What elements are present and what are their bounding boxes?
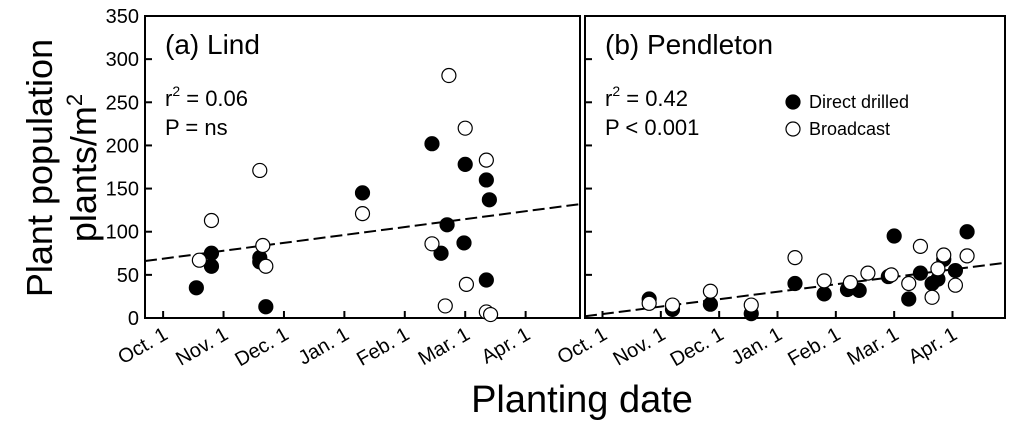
data-point-broadcast xyxy=(924,289,940,305)
data-point-broadcast xyxy=(936,247,952,263)
data-point-direct-drilled xyxy=(188,280,204,296)
x-tick-label: Apr. 1 xyxy=(905,323,961,368)
y-tick-label: 100 xyxy=(106,222,139,244)
y-tick-label: 200 xyxy=(106,135,139,157)
x-tick-label: Feb. 1 xyxy=(784,323,844,370)
data-point-broadcast xyxy=(441,67,457,84)
data-point-direct-drilled xyxy=(912,265,929,281)
x-axis-label: Planting date xyxy=(471,379,693,421)
x-tick-label: Mar. 1 xyxy=(844,323,903,370)
data-point-broadcast xyxy=(930,261,946,277)
y-tick-label: 150 xyxy=(106,179,139,201)
data-point-broadcast xyxy=(478,152,494,168)
data-point-broadcast xyxy=(191,252,207,268)
x-tick-label: Dec. 1 xyxy=(667,323,728,371)
data-point-broadcast xyxy=(912,238,929,254)
data-point-direct-drilled xyxy=(354,185,371,201)
legend-marker-broadcast xyxy=(785,121,801,137)
y-tick-label: 300 xyxy=(106,49,139,71)
data-point-broadcast xyxy=(816,273,832,289)
data-point-direct-drilled xyxy=(478,172,494,188)
data-point-direct-drilled xyxy=(816,286,832,302)
data-point-broadcast xyxy=(437,298,453,314)
data-point-broadcast xyxy=(457,120,473,136)
data-point-direct-drilled xyxy=(457,156,473,173)
data-point-direct-drilled xyxy=(424,136,440,152)
x-tick-label: Nov. 1 xyxy=(610,323,670,370)
data-point-broadcast xyxy=(641,295,657,311)
data-point-broadcast xyxy=(787,250,803,266)
r-squared-stat: r2 = 0.42 xyxy=(605,83,688,111)
data-point-broadcast xyxy=(255,237,271,254)
y-tick-label: 50 xyxy=(117,265,139,287)
data-point-direct-drilled xyxy=(203,245,220,261)
panel-title: (a) Lind xyxy=(165,29,260,60)
data-point-broadcast xyxy=(664,297,681,313)
data-point-direct-drilled xyxy=(481,192,497,208)
x-tick-label: Mar. 1 xyxy=(415,323,474,370)
p-value-stat: P < 0.001 xyxy=(605,115,699,140)
x-tick-label: Apr. 1 xyxy=(478,323,534,368)
data-point-direct-drilled xyxy=(787,275,803,292)
data-point-broadcast xyxy=(424,236,440,252)
x-tick-label: Jan. 1 xyxy=(728,323,786,369)
data-point-broadcast xyxy=(860,265,876,281)
data-point-broadcast xyxy=(842,275,859,291)
data-point-direct-drilled xyxy=(433,245,449,261)
data-point-direct-drilled xyxy=(702,296,719,312)
data-point-direct-drilled xyxy=(959,224,975,240)
x-tick-label: Feb. 1 xyxy=(353,323,413,370)
data-point-broadcast xyxy=(702,283,719,299)
y-axis-label-line1: Plant population xyxy=(19,39,60,297)
p-value-stat: P = ns xyxy=(165,115,228,140)
plot-frame xyxy=(584,15,1006,319)
data-point-broadcast xyxy=(947,277,964,293)
r-squared-stat: r2 = 0.06 xyxy=(165,83,248,111)
data-point-broadcast xyxy=(203,212,220,229)
data-point-direct-drilled xyxy=(439,217,455,233)
data-point-direct-drilled xyxy=(478,272,494,288)
data-point-broadcast xyxy=(252,162,268,179)
data-point-broadcast xyxy=(354,205,371,222)
data-point-broadcast xyxy=(458,276,475,292)
x-tick-label: Dec. 1 xyxy=(231,323,292,371)
data-point-direct-drilled xyxy=(456,235,472,251)
panel-title: (b) Pendleton xyxy=(605,29,773,60)
data-point-broadcast xyxy=(959,248,975,264)
x-tick-label: Oct. 1 xyxy=(114,323,171,369)
data-point-broadcast xyxy=(482,306,499,323)
plot-frame xyxy=(144,15,581,319)
legend-label: Broadcast xyxy=(809,119,890,139)
data-point-direct-drilled xyxy=(947,262,964,279)
y-tick-label: 350 xyxy=(106,6,139,28)
data-point-broadcast xyxy=(901,275,917,292)
y-tick-label: 250 xyxy=(106,92,139,114)
data-point-direct-drilled xyxy=(258,299,274,315)
x-tick-label: Nov. 1 xyxy=(172,323,232,370)
data-point-broadcast xyxy=(258,258,274,274)
x-tick-label: Oct. 1 xyxy=(554,323,611,369)
data-point-direct-drilled xyxy=(886,228,902,244)
legend-marker-direct-drilled xyxy=(785,94,801,110)
y-axis-label-line2: plants/m2 xyxy=(62,94,104,242)
y-tick-label: 0 xyxy=(128,308,139,330)
x-tick-label: Jan. 1 xyxy=(295,323,353,369)
data-point-broadcast xyxy=(883,267,899,283)
legend-label: Direct drilled xyxy=(809,92,909,112)
data-point-direct-drilled xyxy=(901,291,917,307)
data-point-broadcast xyxy=(743,297,759,313)
